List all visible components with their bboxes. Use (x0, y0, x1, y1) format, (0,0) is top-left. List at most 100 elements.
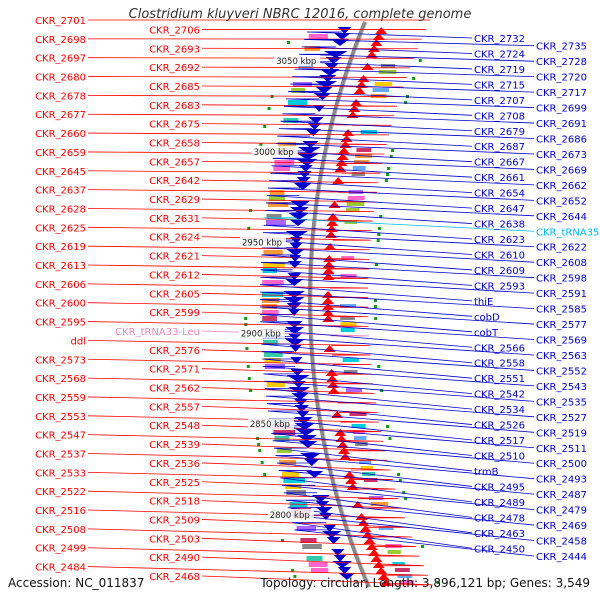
feature-arrow-right (289, 345, 302, 352)
gene-label-right: CKR_2495 (474, 482, 525, 493)
gene-label-left: CKR_2600 (35, 299, 86, 310)
feature-block-right (283, 478, 306, 483)
feature-block-right (308, 34, 328, 39)
leader-line-right (269, 180, 473, 194)
gc-tick (259, 143, 263, 146)
gene-label-left: CKR_2637 (35, 186, 86, 197)
gene-label-right: CKR_2662 (536, 181, 587, 192)
feature-block-left (394, 568, 410, 572)
gc-tick (249, 389, 253, 392)
leader-line-right (282, 113, 535, 124)
gene-label-right: CKR_2610 (474, 250, 525, 261)
feature-arrow-right (324, 63, 340, 70)
leader-line-right (278, 470, 535, 495)
feature-arrow-right (288, 213, 309, 220)
gc-tick (377, 227, 381, 230)
leader-line-left (87, 132, 389, 136)
leader-line-right (291, 522, 473, 549)
feature-block-left (340, 304, 357, 308)
gc-tick (374, 299, 377, 302)
leader-line-right (262, 358, 473, 379)
feature-arrow-right (333, 33, 351, 40)
leader-line-left (87, 170, 381, 174)
gene-label-right: CKR_2679 (474, 127, 525, 138)
leader-line-left (201, 142, 387, 145)
gc-tick (374, 317, 378, 320)
feature-block-right (287, 100, 308, 105)
leader-line-right (301, 46, 473, 54)
gc-tick (404, 497, 408, 500)
feature-arrow-left (322, 297, 334, 304)
gene-label-left: CKR_2701 (35, 16, 86, 27)
feature-block-left (356, 148, 372, 152)
feature-block-left (397, 574, 413, 578)
feature-arrow-right (323, 525, 336, 532)
scale-label: 2850 kbp (250, 420, 290, 430)
feature-block-left (359, 460, 372, 464)
gene-label-right: CKR_tRNA35-Pseudo (536, 227, 600, 238)
gene-label-left: CKR_2642 (149, 176, 200, 187)
gene-label-right: CKR_2661 (474, 173, 525, 184)
feature-block-right (262, 262, 285, 267)
scale-label: 3050 kbp (276, 57, 316, 67)
feature-arrow-right (296, 177, 311, 184)
feature-block-left (340, 316, 355, 320)
leader-line-right (287, 507, 473, 534)
leader-line-right (261, 343, 473, 364)
feature-block-right (310, 568, 329, 573)
leader-line-left (201, 349, 371, 356)
feature-block-right (300, 538, 317, 543)
feature-arrow-right (298, 441, 318, 448)
feature-arrow-left (363, 537, 376, 544)
gc-tick (374, 263, 378, 266)
leader-line-left (87, 509, 405, 519)
scale-label: 2800 kbp (270, 511, 310, 521)
feature-arrow-right (296, 411, 310, 418)
leader-line-left (201, 556, 424, 567)
feature-arrow-left (337, 447, 350, 454)
gene-label-left: CKR_2629 (149, 195, 200, 206)
gene-label-left: CKR_2628 (35, 204, 86, 215)
gc-tick (380, 389, 384, 392)
feature-arrow-left (375, 27, 388, 34)
gene-labels: CKR_2701 CKR_2706 CKR_2698 CKR_2693 CKR_2697… (35, 16, 600, 583)
leader-line-left (87, 321, 369, 327)
feature-block-right (268, 196, 286, 201)
feature-block-right (265, 220, 286, 225)
gene-label-left: CKR_2573 (35, 355, 86, 366)
leader-line-right (292, 76, 473, 85)
leader-line-right (299, 53, 535, 62)
gene-label-left: CKR_2516 (35, 506, 86, 517)
feature-arrow-left (370, 39, 383, 46)
gene-label-right: CKR_2699 (536, 104, 587, 115)
gene-label-left: CKR_2631 (149, 214, 200, 225)
feature-block-left (355, 442, 368, 446)
gene-label-left: CKR_2685 (149, 82, 200, 93)
leader-line-left (87, 547, 420, 557)
gene-label-left: CKR_2612 (149, 270, 200, 281)
feature-arrow-right (308, 117, 324, 124)
gene-label-left: CKR_2692 (149, 63, 200, 74)
gene-label-left: CKR_2606 (35, 280, 86, 291)
leader-line-right (260, 284, 473, 302)
gene-label-right: CKR_2608 (536, 258, 587, 269)
gene-label-left: CKR_2677 (35, 110, 86, 121)
gene-label-left: CKR_2571 (149, 365, 200, 376)
feature-arrow-right (298, 165, 313, 172)
gene-label-right: CKR_2542 (474, 390, 525, 401)
gc-tick (398, 479, 402, 482)
leader-line-right (267, 410, 535, 433)
feature-arrow-right (286, 303, 302, 310)
feature-arrow-left (353, 87, 366, 94)
feature-block-right (281, 472, 300, 477)
gc-tick (384, 179, 388, 182)
feature-block-left (363, 478, 378, 482)
feature-arrow-right (285, 279, 304, 286)
gene-label-left: CKR_2680 (35, 73, 86, 84)
leader-line-right (290, 83, 535, 93)
gene-label-right: CKR_2647 (474, 204, 525, 215)
feature-arrow-left (372, 561, 385, 568)
gene-label-right: CKR_2563 (536, 351, 587, 362)
gene-label-right: CKR_2654 (474, 189, 525, 200)
feature-arrow-left (368, 549, 381, 556)
